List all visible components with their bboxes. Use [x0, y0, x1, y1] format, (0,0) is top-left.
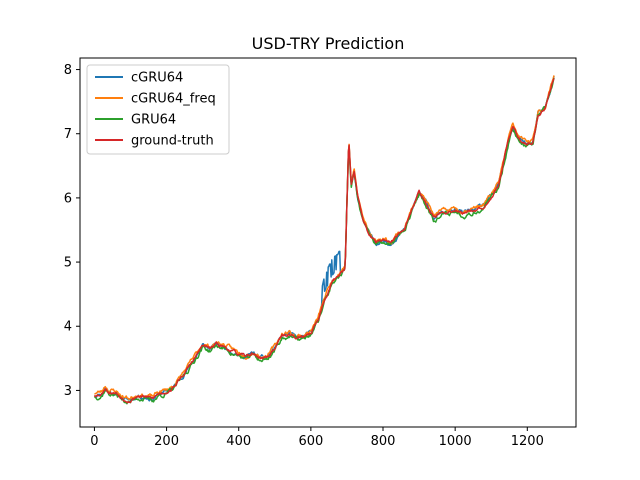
y-tick-label: 3 [64, 384, 72, 399]
x-tick-label: 600 [298, 434, 323, 449]
legend-box [86, 64, 230, 155]
y-tick-label: 4 [64, 320, 72, 335]
y-tick-label: 6 [64, 191, 72, 206]
x-tick-label: 400 [226, 434, 251, 449]
y-tick-label: 8 [64, 63, 72, 78]
x-tick-label: 1000 [439, 434, 472, 449]
x-tick-label: 1200 [511, 434, 544, 449]
y-tick-label: 7 [64, 127, 72, 142]
series-line-ground-truth [93, 78, 555, 404]
legend-label: cGRU64 [131, 71, 183, 86]
series-layer [93, 75, 555, 405]
legend-label: GRU64 [131, 113, 176, 128]
legend: cGRU64 cGRU64_freq GRU64 ground-truth [86, 64, 230, 155]
y-tick-label: 5 [64, 256, 72, 271]
legend-label: cGRU64_freq [131, 92, 216, 107]
x-tick-label: 200 [154, 434, 179, 449]
plot-frame [79, 57, 577, 428]
x-tick-label: 0 [90, 434, 98, 449]
y-axis: 3 4 5 6 7 8 [64, 63, 80, 399]
x-axis: 0 200 400 600 800 1000 1200 [90, 427, 544, 449]
series-line-cgru64-freq [94, 75, 555, 401]
chart-title: USD-TRY Prediction [252, 34, 405, 53]
legend-label: ground-truth [131, 134, 214, 149]
x-tick-label: 800 [371, 434, 396, 449]
